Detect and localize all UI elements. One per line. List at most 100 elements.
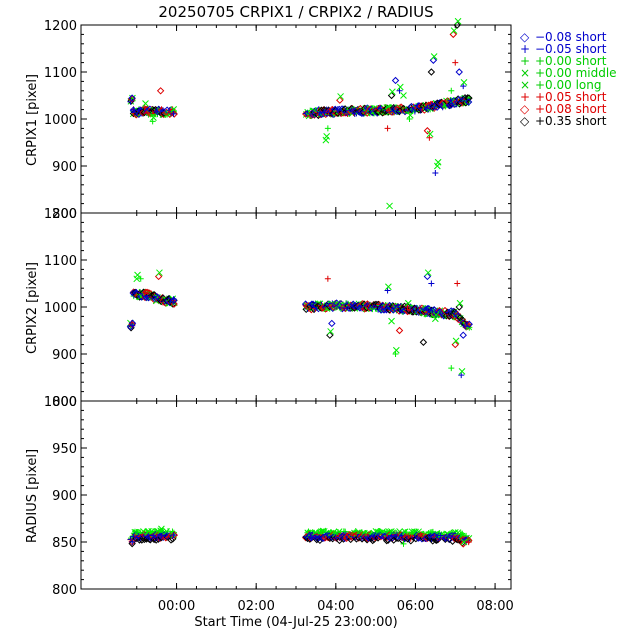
x-axis-label: Start Time (04-Jul-25 23:00:00) — [194, 615, 397, 630]
outlier-point — [384, 125, 391, 132]
outlier-point — [459, 331, 467, 339]
outlier-point — [404, 299, 412, 307]
data-point — [170, 296, 177, 303]
outlier-point — [158, 525, 165, 533]
outlier-point — [395, 326, 404, 335]
outlier-point — [406, 116, 413, 122]
x-tick-label: 08:00 — [476, 599, 513, 614]
data-point — [170, 110, 177, 117]
outlier-point — [455, 68, 463, 76]
outlier-point — [456, 299, 464, 307]
x-tick-label: 04:00 — [317, 599, 354, 614]
outlier-point — [337, 93, 344, 100]
data-point — [128, 539, 136, 548]
data-point — [437, 532, 444, 539]
data-point — [128, 94, 136, 102]
data-marks — [126, 17, 473, 548]
y-tick-label: 1000 — [44, 301, 77, 316]
outlier-point — [400, 540, 407, 547]
y-tick-label: 1000 — [44, 395, 77, 410]
outlier-point — [432, 170, 439, 177]
outlier-point — [150, 114, 157, 121]
legend-symbol: ◇ — [520, 102, 530, 116]
data-point — [407, 537, 415, 545]
y-tick-label: 900 — [52, 160, 77, 175]
y-tick-label: 1100 — [44, 254, 77, 269]
y-tick-label: 1100 — [44, 66, 77, 81]
y-tick-label: 800 — [52, 395, 77, 410]
outlier-point — [460, 83, 467, 90]
outlier-point — [448, 87, 455, 94]
data-point — [452, 310, 461, 318]
outlier-point — [156, 269, 163, 277]
outlier-point — [430, 53, 438, 60]
chart-title: 20250705 CRPIX1 / CRPIX2 / RADIUS — [158, 3, 433, 21]
outlier-point — [137, 275, 144, 282]
y-tick-label: 800 — [52, 207, 77, 222]
y-tick-label: 900 — [52, 489, 77, 504]
outlier-point — [157, 527, 164, 535]
outlier-point — [324, 275, 331, 282]
data-point — [341, 534, 349, 542]
data-point — [465, 535, 473, 542]
legend-label: +0.00 short — [535, 54, 607, 68]
outlier-point — [324, 125, 331, 132]
data-point — [129, 538, 136, 545]
panel-radius-frame — [80, 400, 512, 590]
legend-symbol: ◇ — [520, 30, 530, 44]
outlier-point — [423, 127, 432, 135]
outlier-point — [396, 83, 404, 91]
outlier-point — [392, 346, 400, 354]
outlier-point — [400, 92, 407, 99]
data-point — [460, 531, 467, 538]
outlier-point — [454, 280, 461, 287]
y-tick-label: 1000 — [44, 113, 77, 128]
data-point — [464, 98, 473, 106]
y-tick-label: 1200 — [44, 207, 77, 222]
y-tick-label: 800 — [52, 583, 77, 598]
outlier-point — [434, 158, 442, 166]
data-point — [465, 94, 473, 102]
outlier-point — [385, 283, 392, 291]
outlier-point — [458, 372, 465, 379]
legend-symbol: + — [520, 90, 530, 104]
outlier-point — [452, 59, 459, 66]
data-point — [129, 322, 136, 329]
legend-label: −0.05 short — [535, 42, 607, 56]
outlier-point — [424, 269, 432, 277]
panel-crpix1-frame — [80, 24, 512, 214]
x-tick-label: 02:00 — [237, 599, 274, 614]
outlier-point — [386, 202, 393, 210]
outlier-point — [388, 88, 396, 96]
outlier-point — [149, 118, 156, 125]
outlier-point — [156, 87, 165, 95]
y-tick-label: 850 — [52, 536, 77, 551]
outlier-point — [427, 68, 436, 76]
y-tick-label: 950 — [52, 442, 77, 457]
data-point — [170, 531, 179, 539]
legend: ◇ −0.08 short + −0.05 short + +0.00 short × +0.… — [520, 30, 617, 128]
outlier-point — [426, 130, 434, 138]
data-point — [465, 539, 472, 546]
legend-symbol: × — [520, 78, 530, 92]
outlier-point — [404, 304, 411, 310]
data-point — [170, 300, 178, 308]
data-point — [170, 531, 177, 538]
outlier-point — [432, 311, 440, 319]
data-point — [167, 536, 175, 544]
data-point — [465, 320, 473, 328]
panel-crpix2-frame — [80, 212, 512, 402]
legend-label: +0.35 short — [535, 114, 607, 128]
y-axis-label-radius: RADIUS [pixel] — [25, 449, 40, 543]
data-point — [170, 110, 178, 118]
legend-label: +0.08 short — [535, 102, 607, 116]
outlier-point — [396, 87, 403, 94]
legend-symbol: × — [520, 66, 530, 80]
outlier-point — [392, 351, 399, 357]
outlier-point — [141, 104, 148, 111]
data-point — [463, 94, 472, 102]
x-tick-label: 00:00 — [158, 599, 195, 614]
x-tick-label: 06:00 — [397, 599, 434, 614]
data-point — [128, 95, 136, 103]
